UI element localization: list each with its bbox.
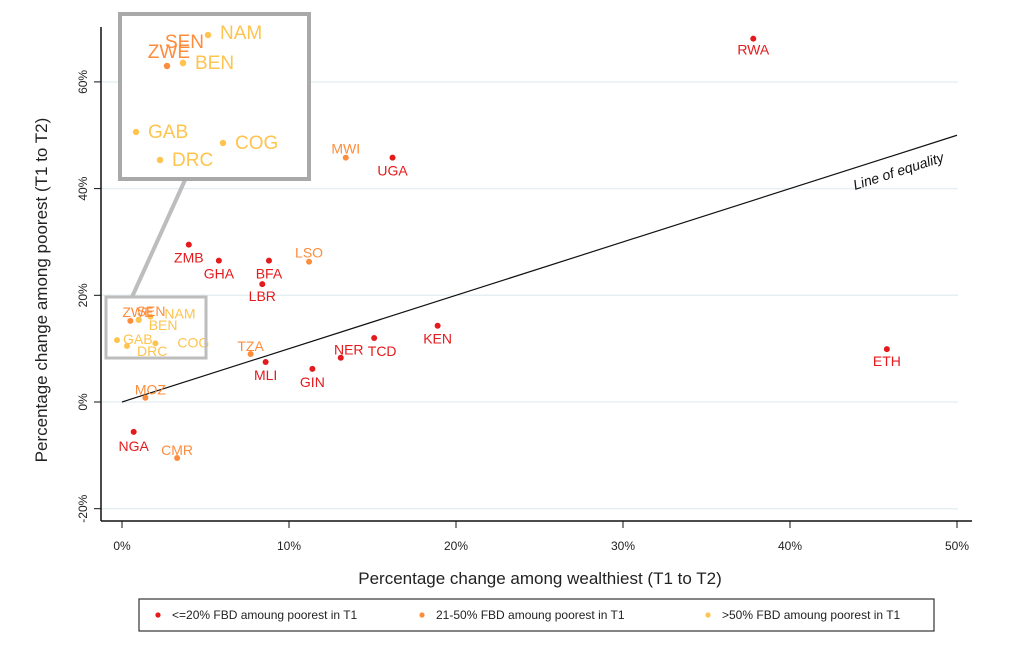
legend-marker <box>155 612 161 618</box>
data-point <box>147 313 154 320</box>
x-axis-label: Percentage change among wealthiest (T1 t… <box>358 569 722 588</box>
point-label: KEN <box>423 331 452 347</box>
y-tick-label: 60% <box>76 70 90 94</box>
point-label: ZMB <box>174 250 204 266</box>
point-label: SEN <box>137 303 166 319</box>
point-label: ETH <box>873 353 901 369</box>
legend-marker <box>705 612 711 618</box>
inset-data-point <box>204 31 212 39</box>
inset-data-point <box>219 139 227 147</box>
data-point <box>309 365 316 372</box>
data-point <box>130 428 137 435</box>
point-label: COG <box>177 334 209 350</box>
inset-point-label: COG <box>235 133 278 154</box>
data-point <box>185 241 192 248</box>
point-label: MWI <box>331 141 360 157</box>
x-tick-label: 20% <box>444 539 468 553</box>
data-point <box>265 257 272 264</box>
x-tick-label: 0% <box>113 539 131 553</box>
legend-label: 21-50% FBD amoung poorest in T1 <box>436 608 625 622</box>
point-label: NGA <box>119 438 150 454</box>
point-label: BFA <box>256 266 283 282</box>
legend-label: >50% FBD amoung poorest in T1 <box>722 608 901 622</box>
y-axis-label: Percentage change among poorest (T1 to T… <box>32 118 51 463</box>
inset-point-label: ZWE <box>148 42 190 63</box>
data-point <box>135 316 142 323</box>
inset-point-label: DRC <box>172 150 213 171</box>
point-label: UGA <box>377 163 408 179</box>
point-label: MOZ <box>135 382 167 398</box>
inset-data-point <box>132 128 140 136</box>
ticks: 0% 10% 20% 30% 40% 50% -20% 0% 20% 40% 60% <box>76 70 969 553</box>
data-point <box>174 455 181 462</box>
legend-box <box>138 598 935 632</box>
x-tick-label: 50% <box>945 539 969 553</box>
data-point <box>389 154 396 161</box>
point-label: ZWE <box>122 304 153 320</box>
legend-label: <=20% FBD amoung poorest in T1 <box>172 608 358 622</box>
inset-point-label: SEN <box>165 32 204 53</box>
inset-data-point <box>179 59 187 67</box>
y-tick-label: 20% <box>76 283 90 307</box>
y-tick-label: -20% <box>76 494 90 522</box>
x-tick-label: 40% <box>778 539 802 553</box>
point-label: GIN <box>300 374 325 390</box>
data-point <box>371 334 378 341</box>
data-point <box>113 337 120 344</box>
point-label: CMR <box>161 442 193 458</box>
point-label: NER <box>334 342 364 358</box>
axes <box>100 27 972 522</box>
point-label: NAM <box>164 306 195 322</box>
legend: <=20% FBD amoung poorest in T1 21-50% FBD… <box>138 598 935 632</box>
inset-point-label: NAM <box>220 23 262 44</box>
point-label: MLI <box>254 367 277 383</box>
point-label: DRC <box>137 343 167 359</box>
x-tick-label: 30% <box>611 539 635 553</box>
point-label: LSO <box>295 245 323 261</box>
point-label: RWA <box>737 42 770 58</box>
data-point <box>142 394 149 401</box>
point-label: TZA <box>237 338 264 354</box>
data-point <box>883 346 890 353</box>
y-tick-label: 40% <box>76 176 90 200</box>
inset-connector <box>130 179 187 298</box>
data-point <box>750 35 757 42</box>
line-of-equality-label: Line of equality <box>851 149 947 193</box>
legend-marker <box>419 612 425 618</box>
line-of-equality <box>121 134 958 403</box>
data-point <box>306 258 313 265</box>
data-point <box>434 322 441 329</box>
inset-data-point <box>156 156 164 164</box>
inset-point-label: BEN <box>195 53 234 74</box>
inset-box <box>118 12 311 181</box>
point-label: TCD <box>368 343 397 359</box>
data-point <box>127 317 134 324</box>
data-point <box>337 354 344 361</box>
inset-source-box <box>104 295 208 360</box>
data-point <box>247 350 254 357</box>
x-tick-label: 10% <box>277 539 301 553</box>
inset-data-point <box>163 62 171 70</box>
point-label: BEN <box>149 317 178 333</box>
point-label: LBR <box>249 288 276 304</box>
data-point <box>342 154 349 161</box>
y-tick-label: 0% <box>76 393 90 411</box>
data-point <box>259 281 266 288</box>
data-point <box>124 342 131 349</box>
point-label: GHA <box>204 266 235 282</box>
inset-point-label: GAB <box>148 122 188 143</box>
data-point <box>152 340 159 347</box>
point-label: GAB <box>123 331 153 347</box>
data-point <box>215 257 222 264</box>
data-point <box>262 358 269 365</box>
